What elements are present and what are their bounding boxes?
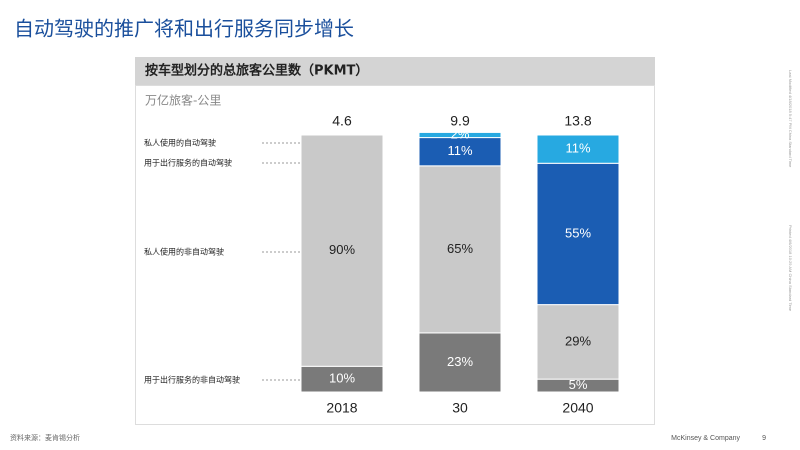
- value-label: 5%: [569, 377, 588, 392]
- legend-label: 用于出行服务的自动驾驶: [144, 158, 232, 168]
- value-label: 90%: [329, 242, 355, 257]
- value-label: 65%: [447, 241, 473, 256]
- bar-segment: [418, 131, 502, 139]
- bar-segment: [418, 165, 502, 334]
- value-label: 11%: [565, 141, 590, 156]
- bar-segment: [536, 162, 620, 306]
- value-label: 23%: [447, 354, 473, 369]
- bar-segment: [536, 134, 620, 164]
- value-label: 10%: [329, 371, 355, 386]
- company: McKinsey & Company: [671, 435, 740, 442]
- bar-segment: [536, 304, 620, 380]
- total-label: 13.8: [564, 113, 591, 129]
- value-label: 11%: [447, 143, 472, 158]
- x-tick-label: 2040: [562, 400, 593, 416]
- slide-title: 自动驾驶的推广将和出行服务同步增长: [14, 17, 354, 41]
- value-label: 55%: [565, 225, 591, 240]
- legend-label: 私人使用的自动驾驶: [144, 138, 216, 148]
- side-note: Printed 4/6/2018 10:29 AM China Standard…: [788, 225, 793, 312]
- total-label: 4.6: [332, 113, 352, 129]
- chart-header: [135, 57, 655, 85]
- legend-label: 用于出行服务的非自动驾驶: [144, 375, 240, 385]
- x-tick-label: 30: [452, 400, 468, 416]
- chart-subtitle: 万亿旅客-公里: [145, 93, 221, 108]
- total-label: 9.9: [450, 113, 470, 129]
- bar-segment: [418, 137, 502, 167]
- value-label: 29%: [565, 333, 591, 348]
- side-note: Last Modified 4/18/2018 5:47 PM China St…: [788, 70, 793, 168]
- source-note: 资料来源：麦肯锡分析: [10, 433, 80, 442]
- x-tick-label: 2018: [326, 400, 357, 416]
- bar-segment: [300, 365, 384, 393]
- chart-title: 按车型划分的总旅客公里数（PKMT）: [145, 63, 368, 79]
- bar-segment: [300, 134, 384, 367]
- legend-label: 私人使用的非自动驾驶: [144, 247, 224, 257]
- value-label: 2%: [451, 126, 470, 141]
- page-number: 9: [762, 435, 766, 442]
